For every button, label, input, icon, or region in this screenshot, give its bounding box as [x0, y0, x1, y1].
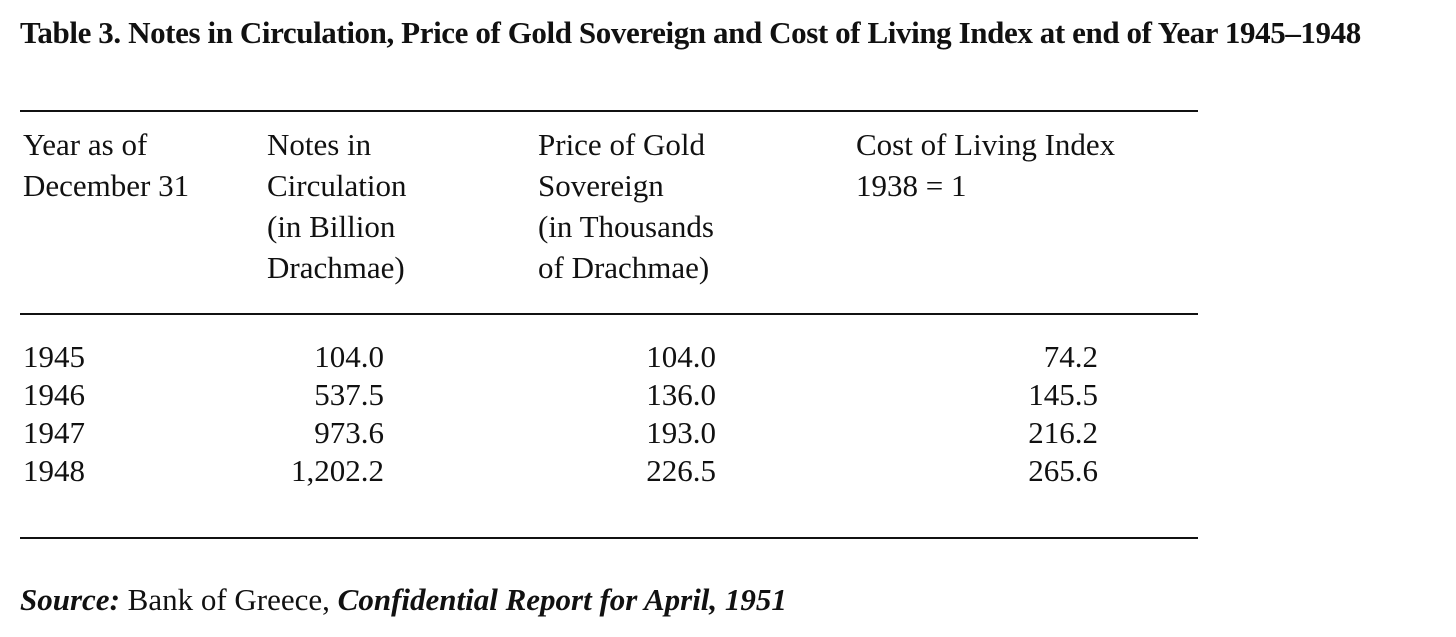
header-year: Year as of December 31 [23, 127, 190, 203]
top-rule [20, 110, 1198, 112]
cell-notes: 1,202.2 [291, 453, 384, 488]
cell-cost-of-living: 74.2 [1043, 339, 1098, 374]
cell-gold-price: 193.0 [646, 415, 716, 450]
cell-cost-of-living: 145.5 [1028, 377, 1098, 412]
bottom-rule [20, 537, 1198, 539]
header-notes: Notes in Circulation (in Billion Drachma… [267, 127, 407, 285]
header-cost-of-living: Cost of Living Index 1938 = 1 [856, 127, 1116, 203]
cell-gold-price: 104.0 [646, 339, 716, 374]
cell-notes: 537.5 [314, 377, 384, 412]
cell-cost-of-living: 265.6 [1028, 453, 1098, 488]
cell-year: 1948 [23, 453, 85, 488]
source-label: Source: [20, 582, 120, 617]
cell-gold-price: 226.5 [646, 453, 716, 488]
table-title: Table 3. Notes in Circulation, Price of … [20, 15, 1361, 50]
cell-year: 1946 [23, 377, 85, 412]
cell-year: 1945 [23, 339, 85, 374]
cell-gold-price: 136.0 [646, 377, 716, 412]
header-rule [20, 313, 1198, 315]
source-report-title: Confidential Report for April, 1951 [337, 582, 787, 617]
cell-notes: 104.0 [314, 339, 384, 374]
header-gold-price: Price of Gold Sovereign (in Thousands of… [538, 127, 714, 285]
cell-year: 1947 [23, 415, 85, 450]
cell-notes: 973.6 [314, 415, 384, 450]
source-note: Source: Bank of Greece, Confidential Rep… [20, 580, 787, 620]
source-publisher: Bank of Greece, [127, 582, 330, 617]
cell-cost-of-living: 216.2 [1028, 415, 1098, 450]
